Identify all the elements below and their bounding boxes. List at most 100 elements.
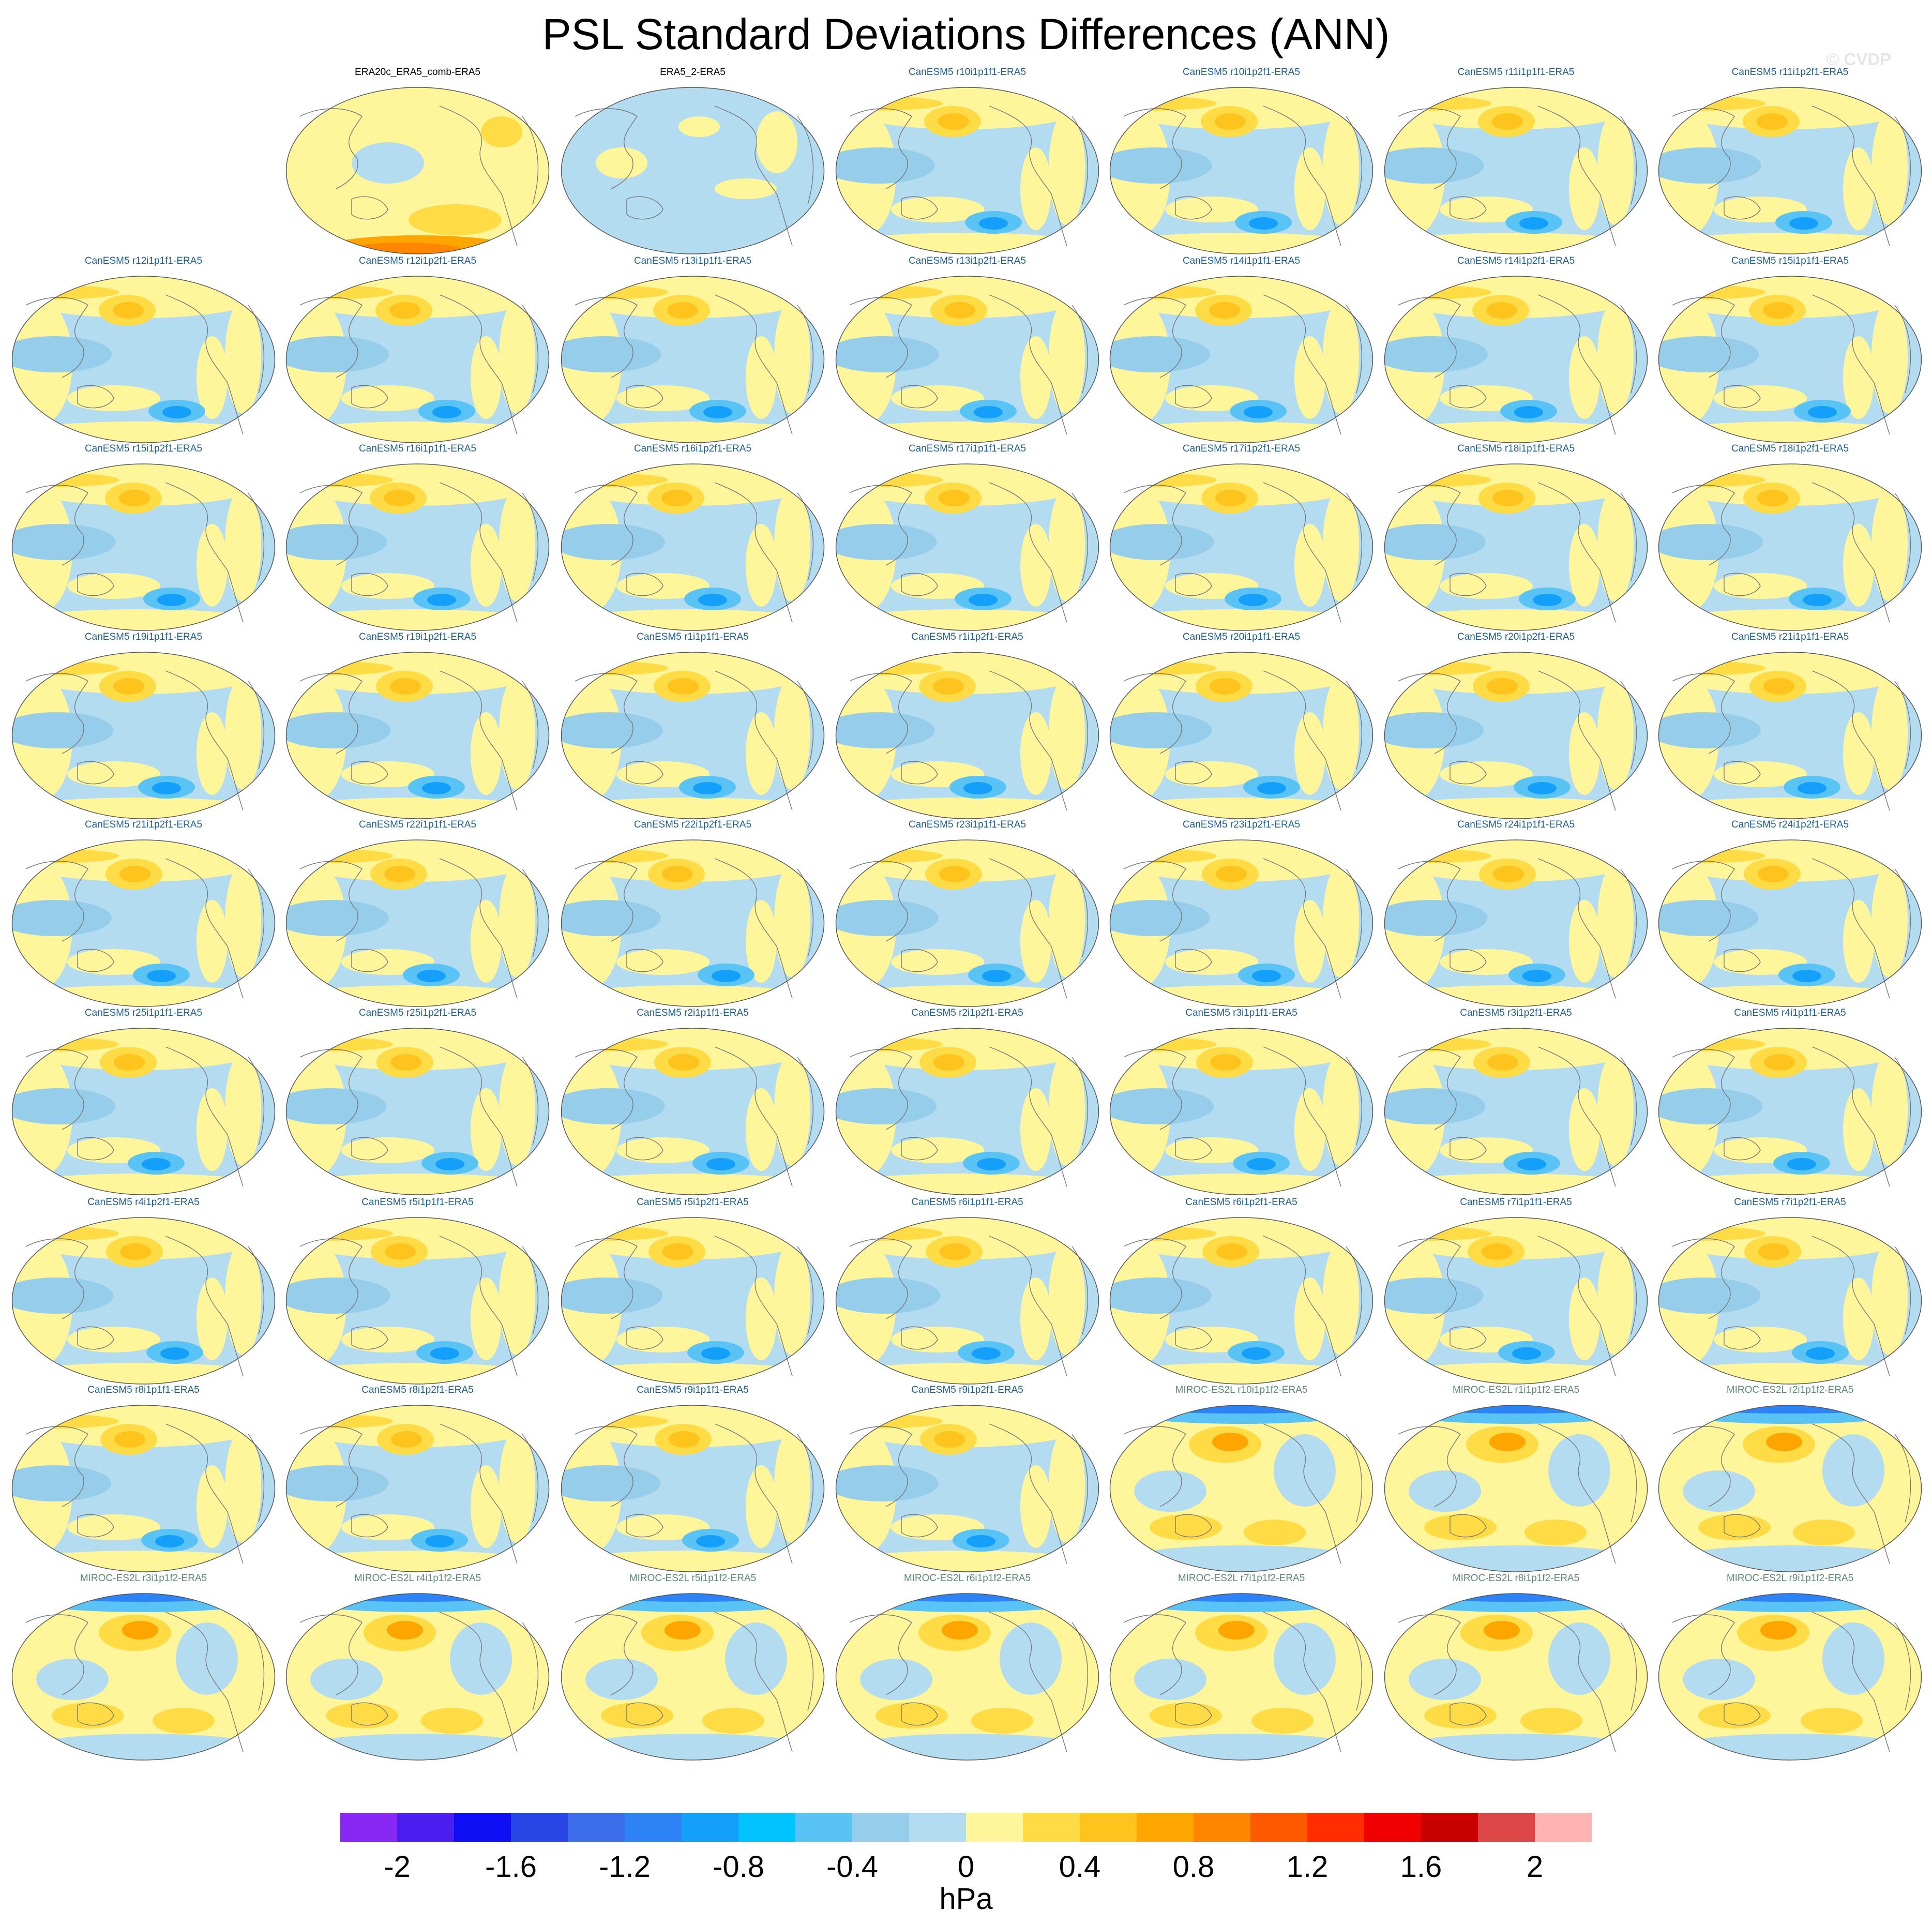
atlantic-coast: [1894, 1057, 1911, 1146]
positive-anomaly: [387, 1621, 423, 1640]
negative-anomaly: [1117, 1405, 1365, 1414]
map-panel: [1109, 1593, 1373, 1761]
negative-anomaly: [1517, 1158, 1546, 1170]
negative-anomaly: [1683, 1470, 1755, 1512]
map-panel: [1109, 463, 1373, 631]
positive-anomaly: [1525, 1520, 1587, 1545]
negative-anomaly: [982, 970, 1011, 982]
positive-anomaly: [225, 1241, 261, 1355]
positive-anomaly: [669, 1431, 700, 1448]
map-outline: [285, 463, 550, 631]
americas-coast: [989, 1046, 1067, 1187]
positive-anomaly: [1871, 111, 1908, 225]
negative-anomaly: [1384, 524, 1486, 560]
positive-anomaly: [596, 147, 647, 178]
positive-anomaly: [1569, 524, 1600, 607]
negative-anomaly: [836, 1465, 939, 1501]
positive-anomaly: [1110, 233, 1367, 254]
map-panel: [1384, 1028, 1648, 1195]
positive-anomaly: [1294, 524, 1325, 607]
map-panel: [1384, 276, 1648, 443]
positive-anomaly: [225, 300, 261, 414]
positive-anomaly: [1210, 1054, 1241, 1071]
positive-anomaly: [1128, 680, 1132, 684]
positive-anomaly: [1597, 864, 1634, 978]
positive-anomaly: [225, 1429, 261, 1543]
negative-anomaly: [1522, 970, 1551, 982]
map-panel: [835, 1217, 1099, 1385]
positive-anomaly: [1569, 336, 1600, 419]
australia-coast: [626, 1326, 663, 1350]
positive-anomaly: [1758, 1243, 1789, 1260]
map-outline: [561, 87, 825, 254]
negative-anomaly: [979, 217, 1008, 230]
negative-anomaly: [1666, 1594, 1914, 1602]
positive-anomaly: [1400, 490, 1409, 498]
americas-coast: [1263, 294, 1341, 435]
positive-anomaly: [1128, 304, 1132, 308]
positive-anomaly: [579, 1433, 583, 1437]
positive-anomaly: [561, 798, 818, 819]
positive-anomaly: [940, 1243, 971, 1260]
australia-coast: [77, 385, 114, 409]
atlantic-coast: [797, 1246, 814, 1335]
australia-coast: [77, 1702, 114, 1726]
map-outline: [561, 839, 825, 1007]
positive-anomaly: [1400, 866, 1409, 874]
australia-coast: [77, 1514, 114, 1538]
positive-anomaly: [301, 302, 311, 310]
map-outline: [1384, 1028, 1648, 1195]
australia-coast: [901, 1702, 938, 1726]
positive-anomaly: [27, 1431, 37, 1439]
coastlines: [1398, 1423, 1637, 1564]
panel-title: MIROC-ES2L r7i1p1f2-ERA5: [1178, 1573, 1305, 1584]
negative-anomaly: [836, 336, 939, 372]
positive-anomaly: [1128, 115, 1132, 119]
positive-anomaly: [1323, 1052, 1359, 1166]
positive-anomaly: [1125, 490, 1135, 498]
positive-anomaly: [1020, 524, 1051, 607]
americas-coast: [714, 1612, 793, 1752]
positive-anomaly: [1384, 1174, 1641, 1195]
americas-coast: [989, 1423, 1067, 1564]
colorbar-swatch: [454, 1813, 511, 1842]
positive-anomaly: [1323, 1241, 1359, 1355]
positive-anomaly: [286, 1551, 543, 1572]
americas-coast: [165, 1236, 244, 1376]
map-panel: [11, 1405, 276, 1572]
negative-anomaly: [860, 1659, 932, 1700]
positive-anomaly: [1757, 113, 1788, 130]
australia-coast: [626, 385, 663, 409]
positive-anomaly: [774, 1429, 810, 1543]
panel-title: MIROC-ES2L r3i1p1f2-ERA5: [80, 1573, 207, 1584]
panel-title: MIROC-ES2L r10i1p1f2-ERA5: [1175, 1385, 1308, 1395]
positive-anomaly: [301, 1054, 311, 1062]
positive-anomaly: [301, 1431, 311, 1439]
positive-anomaly: [933, 678, 964, 695]
positive-anomaly: [561, 1551, 818, 1572]
positive-anomaly: [1216, 1243, 1247, 1260]
australia-coast: [351, 385, 388, 409]
americas-coast: [1537, 670, 1616, 811]
panel-title: CanESM5 r1i1p1f1-ERA5: [637, 632, 749, 642]
negative-anomaly: [1384, 1088, 1486, 1124]
positive-anomaly: [1674, 113, 1683, 122]
map-outline: [1658, 1593, 1922, 1761]
negative-anomaly: [1658, 900, 1759, 936]
positive-anomaly: [1294, 1088, 1325, 1171]
map-outline: [11, 1405, 276, 1572]
negative-anomaly: [1244, 406, 1273, 418]
colorbar-tick-label: 0.8: [1173, 1850, 1215, 1884]
americas-coast: [439, 294, 518, 435]
americas-coast: [1812, 482, 1890, 623]
positive-anomaly: [304, 1433, 308, 1437]
australia-coast: [1450, 949, 1487, 972]
positive-anomaly: [499, 488, 535, 602]
map-outline: [1384, 463, 1648, 631]
colorbar-swatch: [568, 1813, 625, 1842]
negative-anomaly: [36, 1659, 109, 1700]
positive-anomaly: [836, 1551, 1093, 1572]
map-outline: [561, 276, 825, 443]
negative-anomaly: [843, 1594, 1091, 1602]
map-panel: [561, 652, 825, 819]
